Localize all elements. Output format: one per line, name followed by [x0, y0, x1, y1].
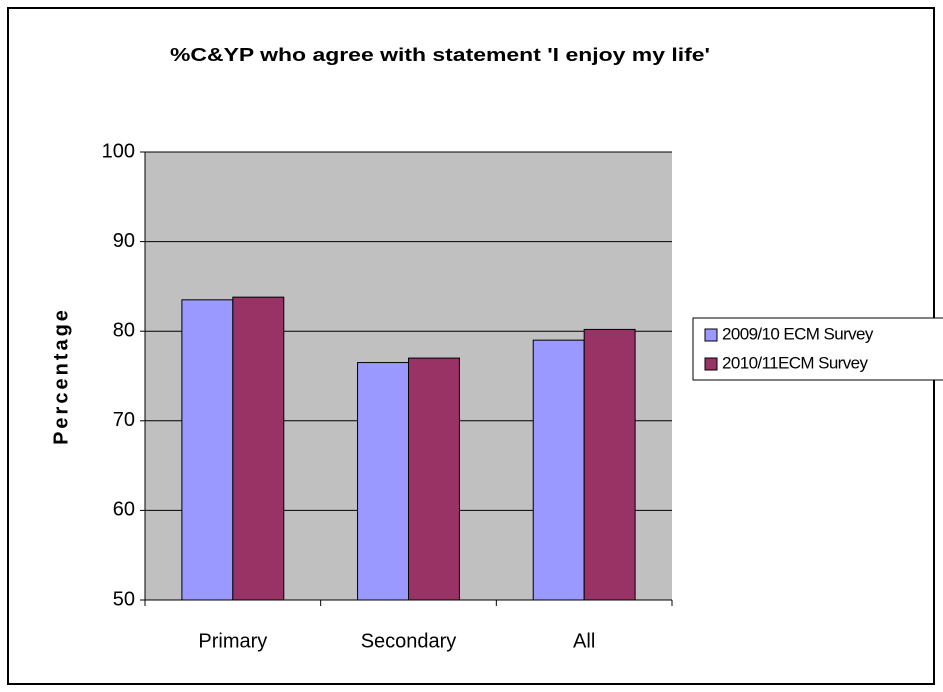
x-tick-label: All: [573, 630, 595, 652]
chart-title: %C&YP who agree with statement 'I enjoy …: [170, 45, 710, 65]
bar: [583, 328, 636, 601]
bar: [357, 362, 410, 601]
bar: [532, 339, 585, 601]
y-tick-label: 100: [102, 140, 135, 162]
legend-swatch: [704, 357, 718, 371]
y-tick-label: 90: [113, 230, 135, 252]
bar: [181, 299, 234, 601]
legend-swatch: [704, 328, 718, 342]
y-tick-label: 70: [113, 409, 135, 431]
bar: [232, 296, 285, 601]
y-tick-label: 80: [113, 319, 135, 341]
legend-label: 2009/10 ECM Survey: [722, 324, 874, 343]
x-tick-label: Primary: [198, 630, 267, 652]
bar: [408, 357, 460, 601]
y-tick-label: 50: [113, 588, 135, 610]
x-tick-label: Secondary: [361, 630, 457, 652]
y-tick-label: 60: [113, 499, 135, 521]
legend-box: [692, 317, 943, 381]
y-axis-title: Percentage: [50, 307, 72, 445]
legend-label: 2010/11ECM Survey: [722, 353, 868, 372]
